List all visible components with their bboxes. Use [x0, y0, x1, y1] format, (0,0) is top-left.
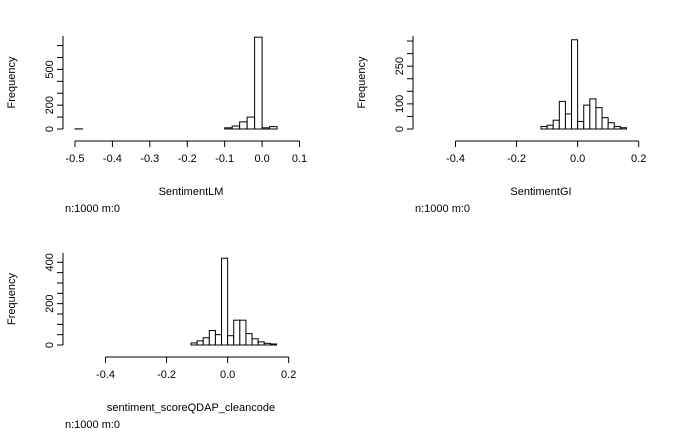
panel-lm: -0.5 -0.4 -0.3 -0.2 -0.1 0.0 0.1 0 200 500 Frequen… [6, 36, 307, 215]
x-tick-label: 0.2 [281, 369, 296, 381]
histogram-bar [251, 338, 259, 346]
sample-size-note: n:1000 m:0 [65, 419, 120, 431]
histogram-bar [239, 319, 247, 346]
histogram-bar [546, 124, 554, 130]
x-tick-label: -0.4 [446, 153, 465, 165]
x-tick-label: -0.4 [103, 153, 122, 165]
histogram-bar [261, 127, 271, 130]
histogram-bar [607, 122, 615, 130]
y-axis-title: Frequency [6, 273, 18, 325]
sample-size-note: n:1000 m:0 [65, 203, 120, 215]
y-tick-label: 200 [44, 96, 56, 114]
histogram-bar [558, 100, 566, 130]
x-tick-label: -0.5 [66, 153, 85, 165]
histogram-bar [190, 342, 198, 346]
histogram-bar [221, 257, 229, 346]
histogram-bar [269, 343, 277, 346]
histogram-bar [571, 39, 579, 130]
histogram-bar [196, 340, 204, 346]
histogram-bar [589, 98, 597, 130]
histogram-bar [224, 127, 233, 130]
histogram-bar [564, 113, 573, 130]
x-tick-label: -0.2 [157, 369, 176, 381]
y-tick-label: 250 [394, 57, 406, 75]
x-tick-label: 0.0 [254, 153, 269, 165]
y-tick-label: 500 [44, 60, 56, 78]
histogram-bar [208, 330, 216, 346]
histogram-bar [257, 341, 265, 346]
histogram-bar [254, 36, 263, 130]
x-tick-label: -0.2 [178, 153, 197, 165]
histogram-bar [246, 116, 256, 130]
y-tick-label: 200 [44, 294, 56, 312]
histogram-bar [552, 119, 560, 130]
x-tick-label: -0.1 [215, 153, 234, 165]
histogram-bar [214, 334, 223, 346]
histogram-bar [227, 335, 235, 346]
sample-size-note: n:1000 m:0 [415, 203, 470, 215]
panel-qdap: -0.4 -0.2 0.0 0.2 0 200 400 Frequency sentiment_… [6, 253, 296, 431]
x-tick-label: 0.0 [570, 153, 585, 165]
histogram-bar [613, 125, 621, 130]
histogram-bar [263, 342, 271, 346]
y-axis-title: Frequency [356, 56, 368, 108]
y-tick-label: 0 [44, 126, 56, 132]
histogram-bar [239, 121, 248, 130]
panel-gi: -0.4 -0.2 0.0 0.2 0 100 250 Frequency SentimentG… [356, 36, 646, 215]
histogram-bar [202, 337, 210, 346]
x-tick-label: 0.0 [220, 369, 235, 381]
histogram-bar [595, 107, 603, 130]
y-tick-label: 0 [394, 126, 406, 132]
histogram-bar [233, 319, 241, 346]
histogram-bar [619, 127, 627, 130]
histogram-bar [269, 126, 278, 130]
y-axis-title: Frequency [6, 56, 18, 108]
x-axis-title: sentiment_scoreQDAP_cleancode [107, 402, 275, 414]
y-tick-label: 400 [44, 253, 56, 271]
x-tick-label: 0.1 [292, 153, 307, 165]
histogram-bar [245, 333, 253, 346]
histogram-bar [577, 120, 585, 130]
y-tick-label: 100 [394, 95, 406, 113]
x-tick-label: -0.4 [96, 369, 115, 381]
x-tick-label: -0.2 [507, 153, 526, 165]
histogram-bar [540, 125, 548, 130]
histogram-bar [601, 117, 609, 130]
histogram-bar [583, 104, 591, 130]
histogram-bar [231, 125, 241, 130]
x-tick-label: -0.3 [140, 153, 159, 165]
y-tick-label: 0 [44, 342, 56, 348]
x-tick-label: 0.2 [631, 153, 646, 165]
x-axis-title: SentimentLM [159, 186, 224, 198]
x-axis-title: SentimentGI [510, 186, 571, 198]
